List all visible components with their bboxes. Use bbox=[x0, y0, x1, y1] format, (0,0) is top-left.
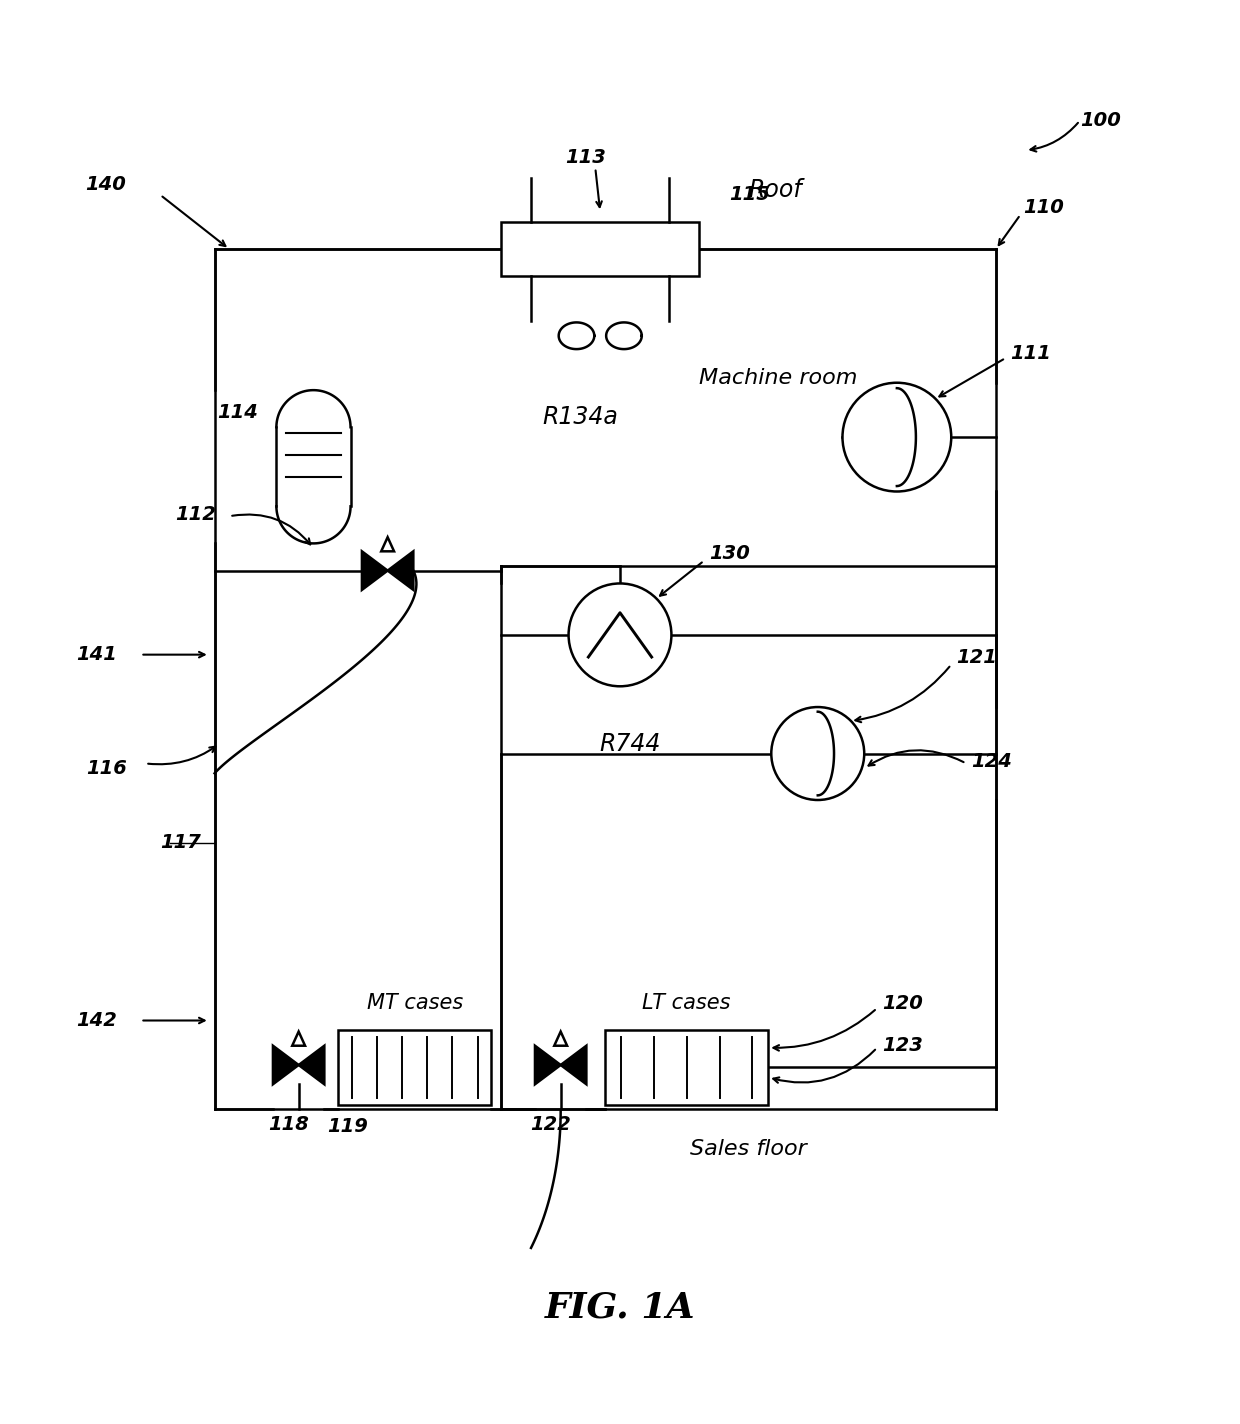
Polygon shape bbox=[299, 1045, 325, 1084]
Text: 124: 124 bbox=[971, 752, 1012, 770]
Polygon shape bbox=[362, 551, 388, 590]
Text: 111: 111 bbox=[1011, 343, 1052, 363]
Polygon shape bbox=[388, 551, 413, 590]
Text: 100: 100 bbox=[1080, 111, 1121, 130]
Polygon shape bbox=[293, 1031, 305, 1045]
Text: 121: 121 bbox=[956, 648, 997, 666]
Text: 120: 120 bbox=[882, 994, 923, 1012]
Text: LT cases: LT cases bbox=[642, 993, 732, 1012]
Text: 112: 112 bbox=[175, 504, 216, 524]
Polygon shape bbox=[381, 537, 394, 551]
Text: 117: 117 bbox=[160, 833, 201, 852]
Text: R134a: R134a bbox=[543, 406, 619, 430]
Circle shape bbox=[842, 383, 951, 491]
Text: 122: 122 bbox=[531, 1115, 572, 1134]
Circle shape bbox=[771, 708, 864, 800]
Text: MT cases: MT cases bbox=[367, 993, 463, 1012]
Bar bbox=[605, 1031, 769, 1105]
Text: R744: R744 bbox=[599, 732, 661, 756]
Text: Roof: Roof bbox=[749, 178, 802, 202]
Text: 140: 140 bbox=[86, 175, 126, 195]
Polygon shape bbox=[273, 1045, 299, 1084]
Text: Machine room: Machine room bbox=[699, 367, 857, 387]
Text: 115: 115 bbox=[729, 185, 770, 205]
Text: 141: 141 bbox=[76, 645, 117, 664]
Polygon shape bbox=[554, 1031, 567, 1045]
Text: Sales floor: Sales floor bbox=[691, 1139, 807, 1159]
Text: 116: 116 bbox=[86, 759, 126, 778]
Text: 110: 110 bbox=[1023, 198, 1064, 218]
Text: 142: 142 bbox=[76, 1011, 117, 1030]
Text: 130: 130 bbox=[709, 544, 750, 564]
Text: FIG. 1A: FIG. 1A bbox=[544, 1290, 696, 1324]
Polygon shape bbox=[534, 1045, 560, 1084]
Bar bbox=[339, 1031, 491, 1105]
Text: 123: 123 bbox=[882, 1037, 923, 1055]
Circle shape bbox=[569, 584, 671, 686]
Bar bbox=[501, 222, 699, 276]
Polygon shape bbox=[560, 1045, 587, 1084]
Text: 118: 118 bbox=[268, 1115, 309, 1134]
Text: 119: 119 bbox=[327, 1116, 368, 1136]
Text: 114: 114 bbox=[217, 403, 258, 422]
Text: 113: 113 bbox=[565, 148, 606, 167]
